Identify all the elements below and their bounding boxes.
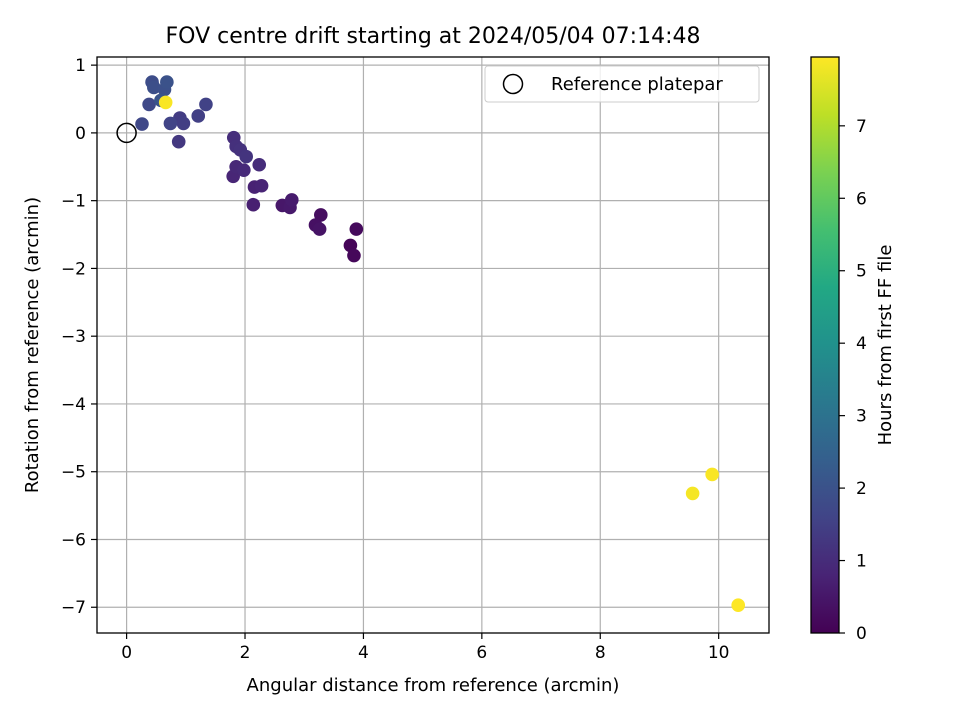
data-point <box>239 149 254 164</box>
data-point <box>199 97 213 112</box>
y-tick-label: −2 <box>61 259 86 279</box>
y-tick-label: −4 <box>61 395 86 415</box>
colorbar-tick-label: 0 <box>856 624 867 644</box>
y-axis-label: Rotation from reference (arcmin) <box>22 197 43 493</box>
y-tick-label: −1 <box>61 192 86 212</box>
legend-box <box>484 65 760 103</box>
colorbar-tick-label: 2 <box>856 479 867 499</box>
x-tick-label: 6 <box>476 643 487 663</box>
colorbar-label: Hours from first FF file <box>875 245 896 446</box>
colorbar-ticks: 0 1 2 3 4 5 6 7 <box>839 117 867 644</box>
x-axis-label: Angular distance from reference (arcmin) <box>247 675 620 696</box>
data-point <box>176 116 191 131</box>
data-point <box>171 134 186 149</box>
y-tick-label: −3 <box>61 327 86 347</box>
data-point <box>254 178 269 193</box>
data-points <box>135 75 746 613</box>
colorbar-tick-label: 6 <box>856 189 867 209</box>
colorbar-tick-label: 3 <box>856 407 867 427</box>
y-axis-ticks: 1 0 −1 −2 −3 −4 −5 −6 −7 <box>61 56 97 618</box>
data-point <box>314 208 328 222</box>
data-point <box>246 197 261 212</box>
reference-platepar-marker <box>116 122 137 144</box>
legend: Reference platepar <box>484 65 760 103</box>
data-point <box>685 486 700 501</box>
data-point <box>142 97 156 112</box>
data-point <box>191 109 206 123</box>
colorbar-gradient <box>811 57 839 633</box>
colorbar: 0 1 2 3 4 5 6 7 Hours from first FF file <box>810 56 896 644</box>
legend-label: Reference platepar <box>551 74 723 95</box>
data-point <box>252 157 267 172</box>
legend-marker-circle-icon <box>502 73 524 95</box>
x-tick-label: 0 <box>121 643 132 663</box>
data-point <box>147 80 161 95</box>
data-point <box>312 222 327 236</box>
colorbar-frame <box>810 56 840 634</box>
x-tick-label: 8 <box>595 643 606 663</box>
data-point <box>731 598 746 613</box>
y-tick-label: 0 <box>75 124 86 144</box>
y-tick-label: −6 <box>61 530 86 550</box>
colorbar-tick-label: 1 <box>856 552 867 572</box>
data-point <box>349 222 364 236</box>
data-point <box>163 116 178 131</box>
grid-lines <box>97 57 769 633</box>
colorbar-tick-label: 7 <box>856 117 867 137</box>
y-tick-label: −7 <box>61 598 86 618</box>
colorbar-tick-label: 5 <box>856 262 867 282</box>
plot-frame <box>96 56 770 634</box>
data-point <box>347 248 361 263</box>
data-point <box>237 163 251 177</box>
y-tick-label: 1 <box>75 56 86 76</box>
x-axis-ticks: 0 2 4 6 8 10 <box>121 633 729 663</box>
reference-marker <box>116 122 137 144</box>
data-point <box>158 95 173 110</box>
data-point <box>705 467 719 482</box>
x-tick-label: 10 <box>708 643 730 663</box>
chart-title: FOV centre drift starting at 2024/05/04 … <box>166 24 701 49</box>
data-point <box>160 75 174 89</box>
x-tick-label: 2 <box>240 643 251 663</box>
data-point <box>284 193 299 207</box>
x-tick-label: 4 <box>358 643 369 663</box>
data-point <box>135 117 149 131</box>
colorbar-tick-label: 4 <box>856 334 867 354</box>
y-tick-label: −5 <box>61 463 86 483</box>
